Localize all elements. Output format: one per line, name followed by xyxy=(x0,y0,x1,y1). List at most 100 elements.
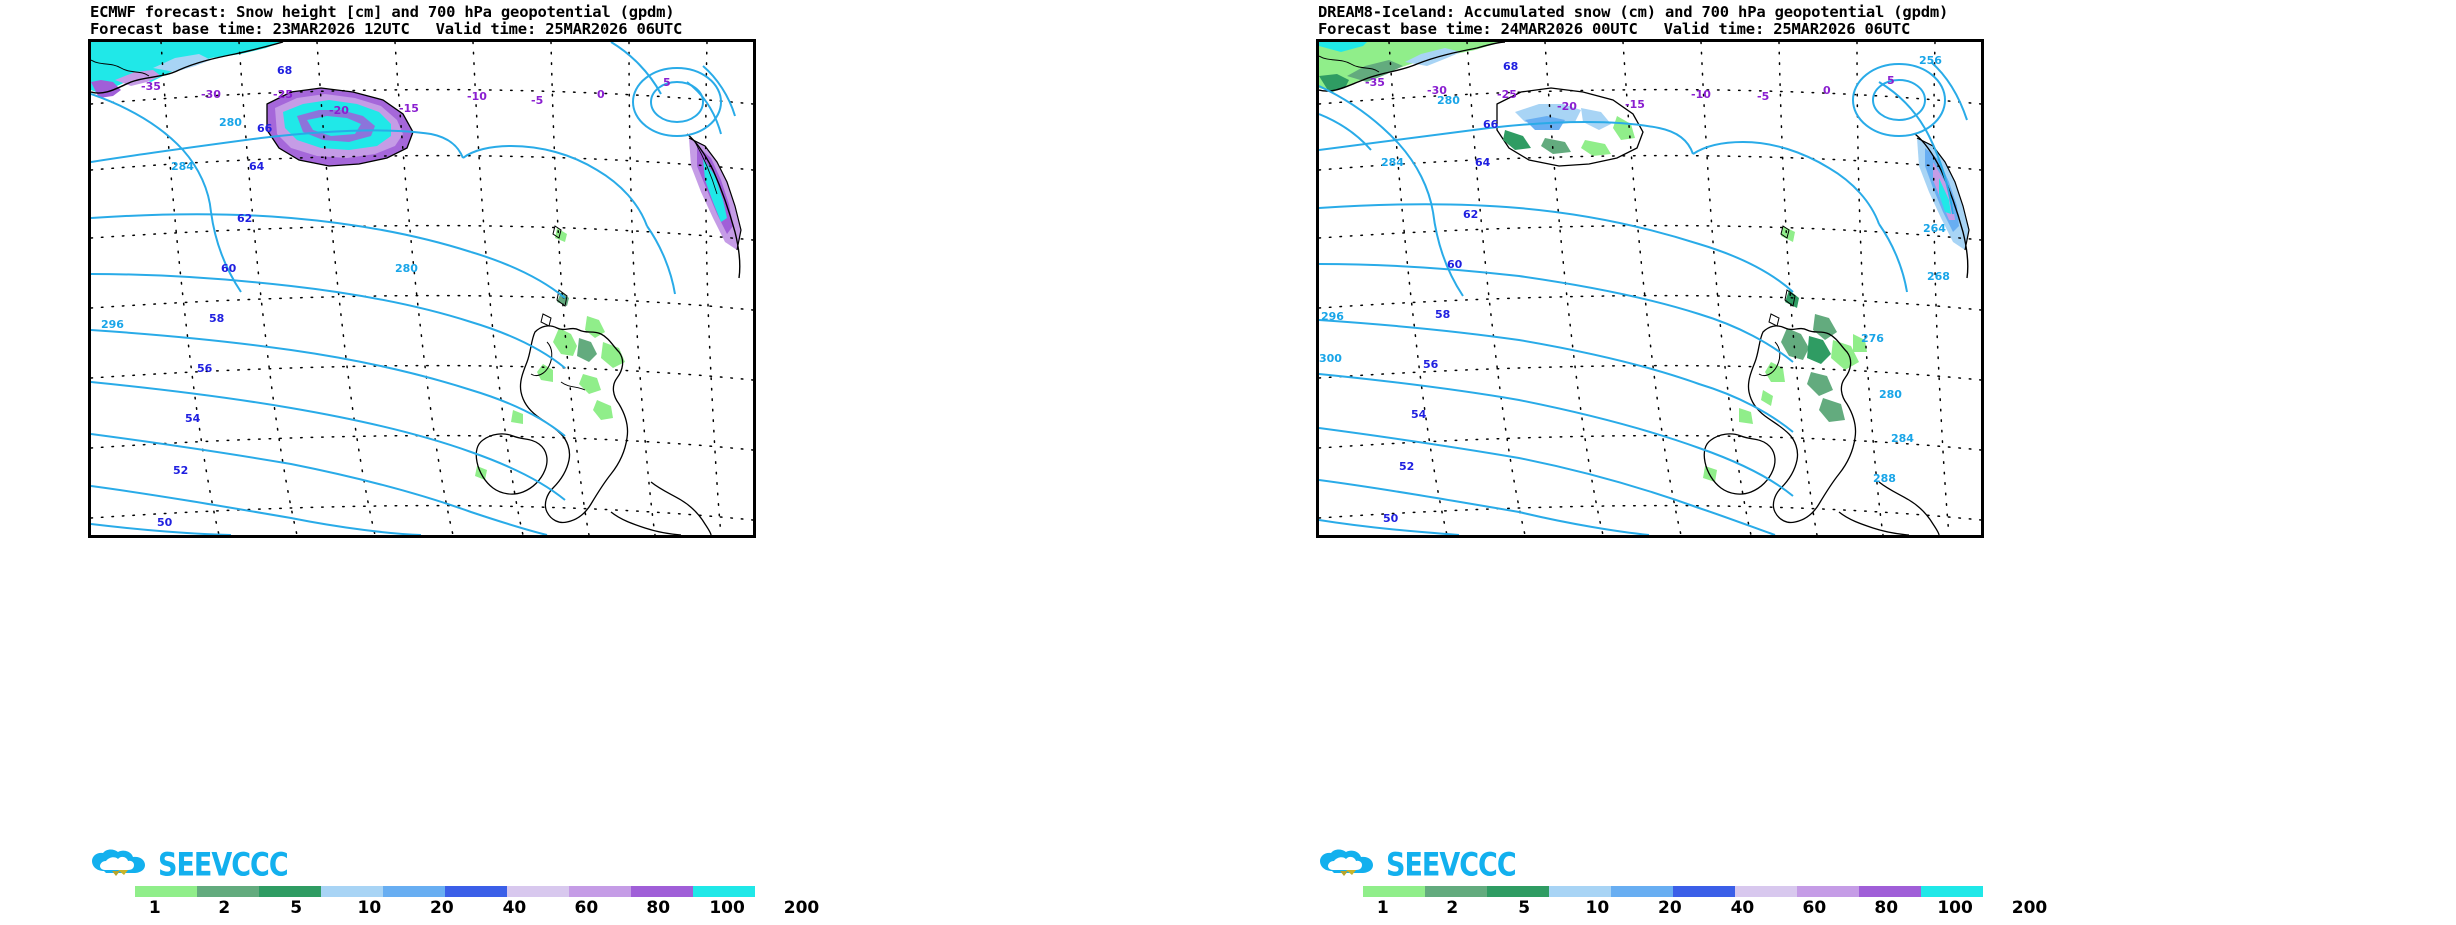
longitude-label: -30 xyxy=(201,88,221,101)
colorbar-tick: 80 xyxy=(1874,898,1899,918)
cloud-arrow-icon xyxy=(92,849,145,876)
colorbar-tick: 2 xyxy=(1446,898,1459,918)
latitude-label: 58 xyxy=(209,312,224,325)
colorbar-tick: 80 xyxy=(646,898,671,918)
colorbar-ticks: 1 2 5 10 20 40 60 80 100 200 xyxy=(135,898,819,920)
longitude-label: -5 xyxy=(1757,90,1769,103)
colorbar-tick: 40 xyxy=(502,898,527,918)
longitude-label: -10 xyxy=(1691,88,1711,101)
geopotential-label: 280 xyxy=(1879,388,1902,401)
longitude-label: -5 xyxy=(531,94,543,107)
geopotential-label: 280 xyxy=(395,262,418,275)
colorbar-swatch xyxy=(1549,886,1611,897)
longitude-label: -15 xyxy=(399,102,419,115)
geopotential-label: 268 xyxy=(1927,270,1950,283)
colorbar-swatch xyxy=(693,886,755,897)
geopotential-label: 264 xyxy=(1923,222,1946,235)
geopotential-label: 284 xyxy=(171,160,194,173)
longitude-label: -35 xyxy=(141,80,161,93)
latitude-label: 68 xyxy=(1503,60,1518,73)
cloud-arrow-icon xyxy=(1320,849,1373,876)
seevccc-logo-text: SEEVCCC xyxy=(158,847,289,884)
latitude-label: 68 xyxy=(277,64,292,77)
colorbar-ecmwf: 1 2 5 10 20 40 60 80 100 200 xyxy=(135,886,819,920)
geopotential-label: 284 xyxy=(1891,432,1914,445)
colorbar-tick: 20 xyxy=(1658,898,1682,918)
colorbar-tick: 200 xyxy=(2011,898,2048,918)
seevccc-logo-text: SEEVCCC xyxy=(1386,847,1517,884)
colorbar-tick: 60 xyxy=(1802,898,1827,918)
geopotential-label: 276 xyxy=(1861,332,1884,345)
seevccc-logo-ecmwf: SEEVCCC xyxy=(90,845,350,887)
latitude-label: 52 xyxy=(173,464,188,477)
valid-time-label: Valid time: 25MAR2026 06UTC xyxy=(435,20,683,38)
colorbar-swatch xyxy=(321,886,383,897)
panel-header-ecmwf: ECMWF forecast: Snow height [cm] and 700… xyxy=(90,4,1220,38)
colorbar-swatch xyxy=(631,886,693,897)
longitude-label: 5 xyxy=(663,76,671,89)
panel-dream8: DREAM8-Iceland: Accumulated snow (cm) an… xyxy=(1228,0,2456,925)
colorbar-tick: 100 xyxy=(1937,898,1973,918)
latitude-label: 52 xyxy=(1399,460,1414,473)
colorbar-tick: 5 xyxy=(290,898,303,918)
colorbar-tick: 2 xyxy=(218,898,231,918)
longitude-label: -25 xyxy=(1497,88,1517,101)
longitude-label: -35 xyxy=(1365,76,1385,89)
map-canvas: 256 280 284 264 268 276 280 284 288 296 … xyxy=(1319,42,1981,535)
latitude-label: 66 xyxy=(257,122,273,135)
colorbar-swatch xyxy=(569,886,631,897)
colorbar-tick: 1 xyxy=(148,898,161,918)
geopotential-label: 300 xyxy=(1319,352,1342,365)
colorbar-tick: 60 xyxy=(574,898,599,918)
geopotential-label: 296 xyxy=(101,318,124,331)
latitude-label: 58 xyxy=(1435,308,1450,321)
latitude-label: 50 xyxy=(157,516,173,529)
colorbar-swatch xyxy=(259,886,321,897)
valid-time-label: Valid time: 25MAR2026 06UTC xyxy=(1663,20,1911,38)
geopotential-label: 288 xyxy=(1873,472,1896,485)
panel-time-line: Forecast base time: 24MAR2026 00UTC Valid… xyxy=(1318,21,2448,38)
base-time-label: Forecast base time: 23MAR2026 12UTC xyxy=(90,20,410,38)
colorbar-swatch xyxy=(1425,886,1487,897)
map-dream8[interactable]: 256 280 284 264 268 276 280 284 288 296 … xyxy=(1316,39,1984,538)
latitude-label: 64 xyxy=(1475,156,1491,169)
colorbar-strip xyxy=(1363,886,1983,897)
colorbar-swatch xyxy=(1797,886,1859,897)
latitude-label: 60 xyxy=(1447,258,1463,271)
panel-header-dream8: DREAM8-Iceland: Accumulated snow (cm) an… xyxy=(1318,4,2448,38)
latitude-label: 64 xyxy=(249,160,265,173)
longitude-label: -20 xyxy=(329,104,349,117)
longitude-label: 0 xyxy=(1823,84,1831,97)
longitude-label: -30 xyxy=(1427,84,1447,97)
map-graphics: 280 284 296 280 -35 -30 -25 -20 -15 -10 … xyxy=(91,42,753,535)
latitude-label: 62 xyxy=(1463,208,1478,221)
latitude-label: 54 xyxy=(1411,408,1427,421)
panel-time-line: Forecast base time: 23MAR2026 12UTC Valid… xyxy=(90,21,1220,38)
geopotential-label: 256 xyxy=(1919,54,1942,67)
colorbar-tick: 1 xyxy=(1376,898,1389,918)
seevccc-logo-dream8: SEEVCCC xyxy=(1318,845,1578,887)
longitude-label: -15 xyxy=(1625,98,1645,111)
colorbar-strip xyxy=(135,886,755,897)
longitude-label: -20 xyxy=(1557,100,1577,113)
geopotential-label: 284 xyxy=(1381,156,1404,169)
base-time-label: Forecast base time: 24MAR2026 00UTC xyxy=(1318,20,1638,38)
latitude-label: 56 xyxy=(197,362,213,375)
colorbar-tick: 10 xyxy=(357,898,382,918)
colorbar-swatch xyxy=(1487,886,1549,897)
colorbar-swatch xyxy=(1859,886,1921,897)
map-ecmwf[interactable]: 280 284 296 280 -35 -30 -25 -20 -15 -10 … xyxy=(88,39,756,538)
latitude-label: 62 xyxy=(237,212,252,225)
longitude-label: 0 xyxy=(597,88,605,101)
colorbar-ticks: 1 2 5 10 20 40 60 80 100 200 xyxy=(1363,898,2047,920)
latitude-label: 54 xyxy=(185,412,201,425)
longitude-label: 5 xyxy=(1887,74,1895,87)
latitude-label: 60 xyxy=(221,262,237,275)
colorbar-swatch xyxy=(1735,886,1797,897)
latitude-label: 50 xyxy=(1383,512,1399,525)
colorbar-swatch xyxy=(197,886,259,897)
colorbar-dream8: 1 2 5 10 20 40 60 80 100 200 xyxy=(1363,886,2047,920)
colorbar-swatch xyxy=(445,886,507,897)
latitude-label: 66 xyxy=(1483,118,1499,131)
